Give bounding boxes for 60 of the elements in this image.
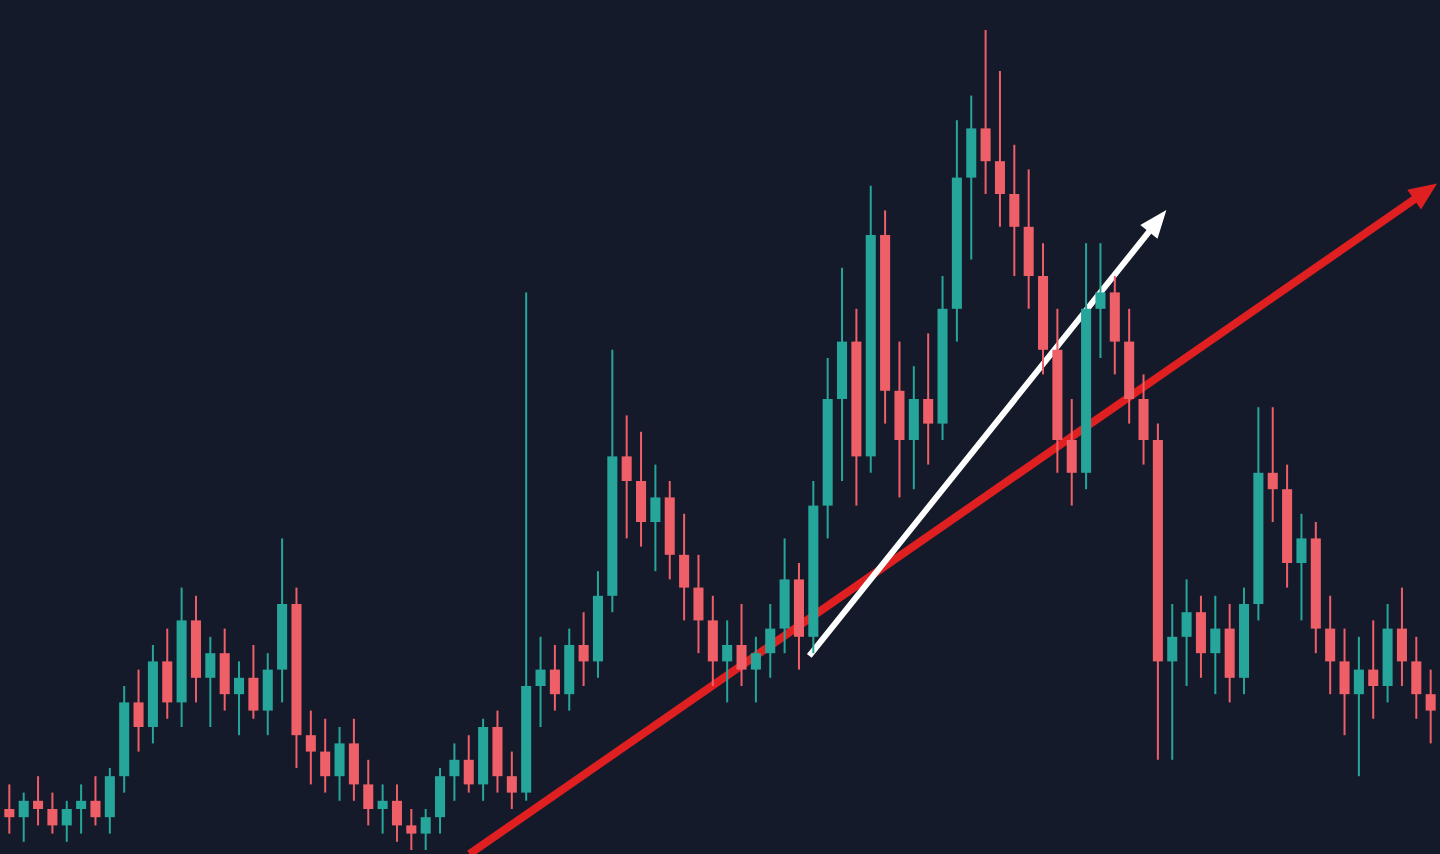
candlestick (334, 726, 345, 802)
candlestick (435, 767, 446, 835)
candlestick (1425, 668, 1436, 745)
candlestick (248, 644, 259, 720)
candlestick (506, 750, 517, 810)
candlestick (1396, 586, 1407, 687)
candlestick (1167, 603, 1178, 761)
candlestick (1195, 594, 1206, 679)
candlestick (320, 717, 331, 794)
candlestick (994, 70, 1005, 228)
candlestick (76, 783, 87, 835)
candlestick (722, 619, 733, 704)
candlestick (693, 553, 704, 655)
candlestick (61, 799, 72, 843)
candlestick (377, 783, 388, 835)
candlestick (1339, 627, 1350, 737)
candlestick (1353, 635, 1364, 778)
candlestick (363, 758, 374, 827)
candlestick (90, 775, 101, 827)
candlestick (33, 775, 44, 827)
candlestick (1368, 619, 1379, 720)
candlestick (1296, 512, 1307, 622)
candlestick (262, 652, 273, 737)
candlestick (219, 627, 230, 712)
candlestick (636, 430, 647, 548)
candlestick (535, 635, 546, 728)
candlestick (578, 611, 589, 687)
candlestick (205, 635, 216, 728)
candlestick (679, 512, 690, 622)
candlestick (162, 627, 173, 720)
candlestick (449, 742, 460, 802)
candlestick (18, 791, 29, 843)
candlestick (104, 767, 115, 835)
candlestick (923, 332, 934, 466)
candlestick (133, 668, 144, 753)
candlestick (621, 414, 632, 540)
candlestick (1325, 594, 1336, 696)
candlestick (750, 635, 761, 704)
candlestick (1009, 143, 1020, 277)
candlestick (1411, 635, 1422, 720)
candlestick (234, 660, 245, 737)
candlestick (736, 603, 747, 687)
candlestick (1138, 373, 1149, 466)
candlestick (908, 365, 919, 491)
candlestick (1181, 578, 1192, 687)
candlestick (463, 734, 474, 794)
candlestick (765, 603, 776, 679)
candlestick (391, 783, 402, 843)
candlestick (4, 783, 15, 835)
candlestick (549, 644, 560, 712)
candlestick (348, 717, 359, 802)
candlestick (47, 791, 58, 835)
candlestick (980, 29, 991, 195)
candlestick (1066, 398, 1077, 507)
candlestick (1267, 406, 1278, 523)
candlestick (1095, 242, 1106, 359)
candlestick (650, 463, 661, 573)
candlestick (707, 594, 718, 687)
candlestick (1210, 594, 1221, 696)
candlestick (305, 709, 316, 786)
